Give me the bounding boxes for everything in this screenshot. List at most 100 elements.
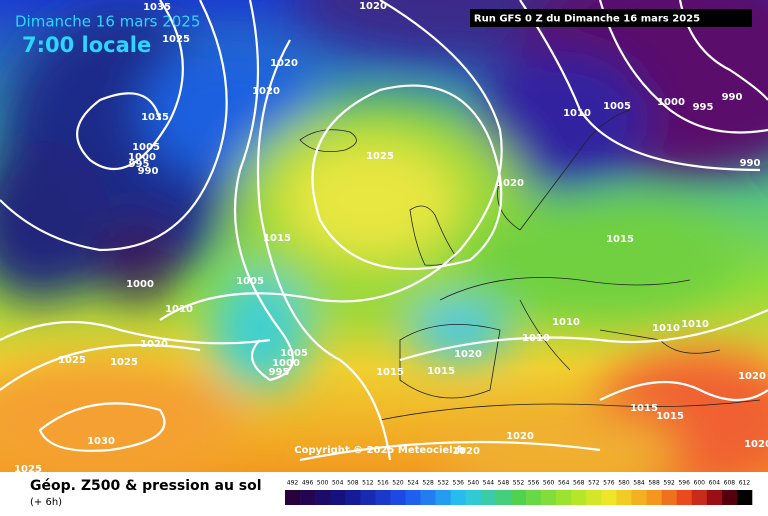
isobar-label: 1010 — [165, 304, 193, 315]
isobar-label: 1005 — [603, 101, 631, 112]
colorbar-cell — [736, 490, 753, 505]
colorbar-cell — [450, 490, 467, 505]
isobar-label: 1000 — [272, 358, 300, 369]
colorbar-label: 520 — [392, 480, 404, 487]
colorbar-label: 504 — [332, 480, 344, 487]
isobar-label: 1035 — [143, 2, 171, 13]
colorbar-label: 556 — [528, 480, 540, 487]
colorbar-label: 604 — [709, 480, 721, 487]
isobar-label: 1005 — [132, 142, 160, 153]
isobar-label: 995 — [269, 367, 290, 378]
colorbar-label: 572 — [588, 480, 600, 487]
isobar-label: 1010 — [522, 333, 550, 344]
isobar-label: 1000 — [126, 279, 154, 290]
isobar-label: 1015 — [656, 411, 684, 422]
colorbar-cell — [330, 490, 346, 505]
isobar-label: 1020 — [140, 339, 168, 350]
isobar-label: 1020 — [506, 431, 534, 442]
colorbar-label: 612 — [739, 480, 751, 487]
colorbar-cell — [285, 490, 301, 505]
isobar-label: 1035 — [141, 112, 169, 123]
colorbar-label: 552 — [513, 480, 525, 487]
colorbar-cell — [465, 490, 482, 505]
colorbar-label: 580 — [618, 480, 630, 487]
colorbar-label: 600 — [694, 480, 706, 487]
colorbar-cell — [721, 490, 738, 505]
run-banner — [470, 9, 752, 27]
colorbar-cell — [691, 490, 708, 505]
colorbar-label: 564 — [558, 480, 570, 487]
isobar-label: 990 — [722, 92, 743, 103]
colorbar-cell — [526, 490, 542, 505]
colorbar-label: 588 — [648, 480, 660, 487]
isobar-label: 990 — [138, 166, 159, 177]
colorbar-cell — [646, 490, 662, 505]
isobar-label: 1005 — [280, 348, 308, 359]
isobar-label: 1010 — [563, 108, 591, 119]
isobar-label: 995 — [129, 159, 150, 170]
colorbar-label: 508 — [347, 480, 359, 487]
colorbar-cell — [405, 490, 421, 505]
isobar-label: 1020 — [454, 349, 482, 360]
isobar-label: 1005 — [236, 276, 264, 287]
legend-title: Géop. Z500 & pression au sol — [30, 478, 262, 494]
colorbar-cell — [360, 490, 376, 505]
colorbar-label: 540 — [468, 480, 480, 487]
colorbar-cell — [541, 490, 557, 505]
colorbar-cell — [556, 490, 572, 505]
colorbar-cell — [601, 490, 617, 505]
isobar-label: 990 — [740, 158, 761, 169]
colorbar-label: 496 — [302, 480, 314, 487]
isobar-label: 1015 — [427, 366, 455, 377]
isobar-label: 1015 — [376, 367, 404, 378]
isobar-label: 995 — [693, 102, 714, 113]
colorbar-label: 548 — [498, 480, 510, 487]
colorbar-label: 516 — [377, 480, 389, 487]
isobar-label: 1025 — [366, 151, 394, 162]
isobar-label: 1020 — [252, 86, 280, 97]
isobar-label: 1020 — [359, 1, 387, 12]
colorbar-label: 492 — [287, 480, 299, 487]
colorbar-cell — [616, 490, 632, 505]
isobars — [0, 0, 768, 460]
isobar-label: 1025 — [58, 355, 86, 366]
colorbar-label: 596 — [678, 480, 690, 487]
colorbar-label: 500 — [317, 480, 329, 487]
colorbar-label: 576 — [603, 480, 615, 487]
isobar-label: 1020 — [270, 58, 298, 69]
isobar-label: 1025 — [162, 34, 190, 45]
isobar-label: 1025 — [110, 357, 138, 368]
isobar-label: 1015 — [606, 234, 634, 245]
colorbar-cell — [495, 490, 512, 505]
colorbar-cell — [631, 490, 647, 505]
isobar-label: 1010 — [552, 317, 580, 328]
colorbar-label: 536 — [453, 480, 465, 487]
colorbar-label: 524 — [407, 480, 419, 487]
field — [0, 0, 768, 490]
colorbar-label: 532 — [437, 480, 449, 487]
colorbar-label: 528 — [422, 480, 434, 487]
colorbar-cell — [375, 490, 391, 505]
colorbar-cell — [300, 490, 316, 505]
colorbar-label: 544 — [483, 480, 495, 487]
isobar-label: 1010 — [681, 319, 709, 330]
colorbar: 492 496 500 504 508 512 516 520 524 528 532 536 540 5… — [285, 480, 753, 505]
copyright: Copyright © 2025 Meteociel.fr — [294, 445, 465, 456]
date: Dimanche 16 mars 2025 — [15, 13, 200, 31]
colorbar-cell — [420, 490, 436, 505]
colorbar-cell — [706, 490, 723, 505]
colorbar-label: 560 — [543, 480, 555, 487]
isobar-label: 1015 — [263, 233, 291, 244]
isobar-label: 1015 — [630, 403, 658, 414]
isobar-label: 1025 — [14, 464, 42, 475]
colorbar-cell — [661, 490, 677, 505]
colorbar-cell — [571, 490, 587, 505]
colorbar-cell — [435, 490, 452, 505]
isobar-label: 1020 — [738, 371, 766, 382]
lead-time: (+ 6h) — [30, 497, 62, 508]
colorbar-label: 592 — [663, 480, 675, 487]
run-info: Run GFS 0 Z du Dimanche 16 mars 2025 — [474, 14, 700, 25]
colorbar-cell — [676, 490, 693, 505]
isobar-label: 1020 — [452, 446, 480, 457]
